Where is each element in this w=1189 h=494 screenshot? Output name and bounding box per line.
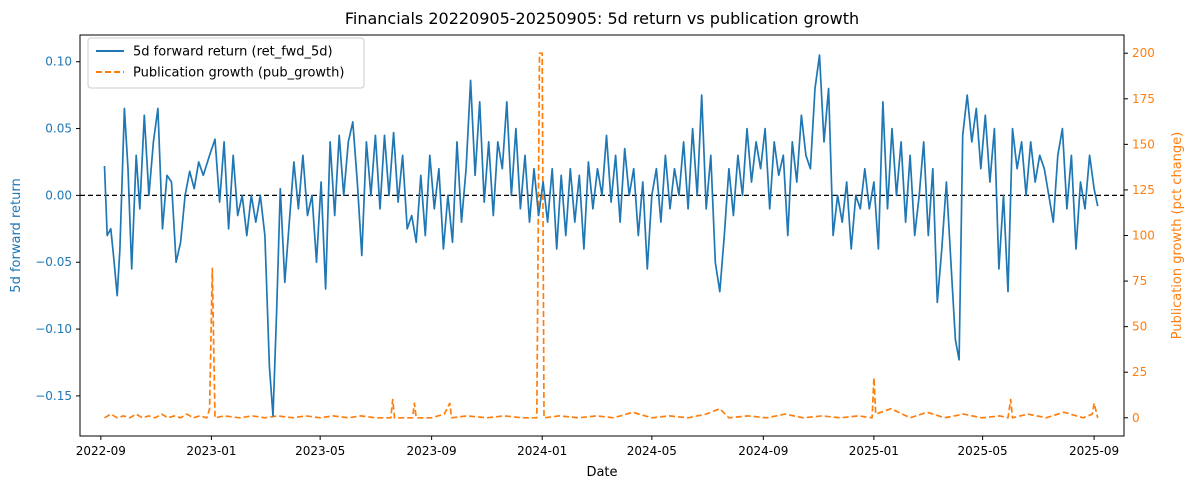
legend-label-return: 5d forward return (ret_fwd_5d) [133, 45, 333, 60]
x-axis-label: Date [586, 465, 617, 480]
y-left-tick-label: −0.15 [35, 389, 72, 403]
legend: 5d forward return (ret_fwd_5d) Publicati… [87, 37, 365, 89]
series-line-return [103, 54, 1099, 417]
y-left-tick-label: −0.10 [35, 322, 72, 336]
y-right-tick-label: 25 [1132, 365, 1147, 379]
x-tick-label: 2023-09 [407, 444, 457, 458]
y-left-tick-label: 0.05 [45, 122, 72, 136]
y-right-tick-label: 50 [1132, 320, 1147, 334]
x-tick-label: 2022-09 [76, 444, 126, 458]
y-left-tick-label: 0.00 [45, 188, 72, 202]
x-tick-label: 2024-09 [738, 444, 788, 458]
y-right-tick-label: 125 [1132, 183, 1155, 197]
y-left-tick-label: −0.05 [35, 255, 72, 269]
y-right-tick-label: 150 [1132, 137, 1155, 151]
y-left-axis-ticks: 0.10 0.05 0.00 −0.05 −0.10 −0.15 [35, 55, 80, 403]
y-left-axis-label: 5d forward return [9, 178, 24, 292]
x-tick-label: 2023-05 [295, 444, 345, 458]
y-right-tick-label: 100 [1132, 229, 1155, 243]
x-tick-label: 2025-09 [1069, 444, 1119, 458]
chart-title: Financials 20220905-20250905: 5d return … [345, 9, 859, 28]
x-tick-label: 2025-05 [958, 444, 1008, 458]
y-right-tick-label: 200 [1132, 46, 1155, 60]
series-line-pub-growth [104, 52, 1099, 419]
y-right-axis-ticks: 0 25 50 75 100 125 150 175 200 [1124, 46, 1155, 425]
x-tick-label: 2024-01 [517, 444, 567, 458]
legend-label-pub-growth: Publication growth (pub_growth) [133, 66, 344, 81]
y-right-tick-label: 0 [1132, 411, 1140, 425]
y-right-axis-label: Publication growth (pct change) [1170, 132, 1185, 339]
y-left-tick-label: 0.10 [45, 55, 72, 69]
x-tick-label: 2025-01 [849, 444, 899, 458]
legend-box [87, 37, 365, 89]
x-axis-ticks: 2022-09 2023-01 2023-05 2023-09 2024-01 2024-… [76, 436, 1119, 458]
y-right-tick-label: 75 [1132, 274, 1147, 288]
x-tick-label: 2023-01 [186, 444, 236, 458]
series-layer [103, 52, 1099, 419]
y-right-tick-label: 175 [1132, 92, 1155, 106]
x-tick-label: 2024-05 [627, 444, 677, 458]
